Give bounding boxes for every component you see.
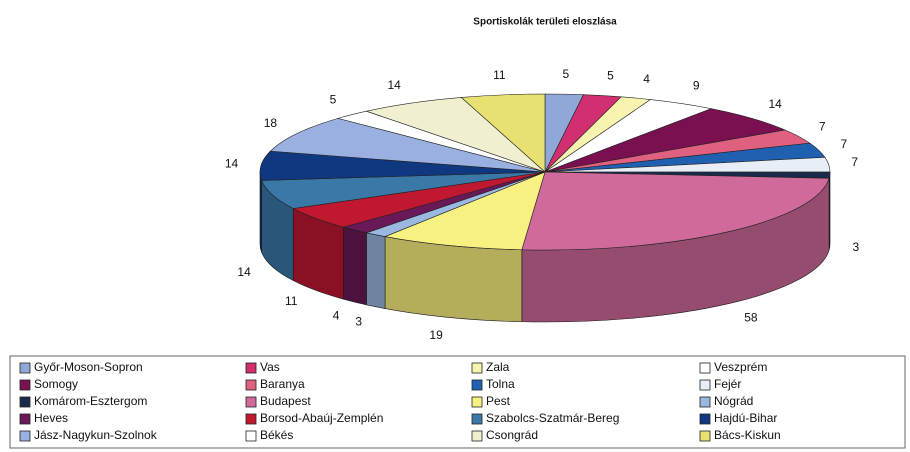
legend-label: Nógrád xyxy=(714,394,753,408)
legend-label: Jász-Nagykun-Szolnok xyxy=(34,428,158,442)
legend-label: Baranya xyxy=(260,377,305,391)
legend-label: Fejér xyxy=(714,377,741,391)
legend-label: Veszprém xyxy=(714,360,767,374)
legend-swatch xyxy=(245,362,257,374)
data-label: 3 xyxy=(355,315,362,329)
legend-swatch xyxy=(245,413,257,425)
legend-swatch xyxy=(699,396,711,408)
pie-side xyxy=(259,171,262,253)
legend-swatch xyxy=(471,362,483,374)
data-label: 7 xyxy=(851,155,858,169)
legend-swatch xyxy=(699,413,711,425)
data-label: 19 xyxy=(429,328,443,342)
legend-swatch xyxy=(471,413,483,425)
data-label: 14 xyxy=(237,265,251,279)
legend-label: Pest xyxy=(486,394,511,408)
legend-label: Borsod-Abaúj-Zemplén xyxy=(260,411,383,425)
data-label: 18 xyxy=(264,116,278,130)
legend-label: Békés xyxy=(260,428,293,442)
legend-label: Tolna xyxy=(486,377,515,391)
legend-swatch xyxy=(471,430,483,442)
legend-swatch xyxy=(245,430,257,442)
chart-title: Sportiskolák területi eloszlása xyxy=(473,17,617,28)
legend-label: Komárom-Esztergom xyxy=(34,394,147,408)
legend-swatch xyxy=(471,396,483,408)
legend-swatch xyxy=(19,362,31,374)
data-label: 9 xyxy=(693,79,700,93)
pie-side xyxy=(366,232,386,309)
legend-label: Heves xyxy=(34,411,68,425)
data-label: 4 xyxy=(643,72,650,86)
legend-swatch xyxy=(245,396,257,408)
legend-label: Bács-Kiskun xyxy=(714,428,781,442)
legend-swatch xyxy=(699,379,711,391)
data-label: 14 xyxy=(387,78,401,92)
data-label: 11 xyxy=(493,68,506,82)
legend-label: Csongrád xyxy=(486,428,538,442)
legend-swatch xyxy=(699,362,711,374)
legend-label: Zala xyxy=(486,360,510,374)
legend-swatch xyxy=(471,379,483,391)
pie-slice xyxy=(460,93,546,173)
data-label: 5 xyxy=(607,69,614,83)
legend-label: Szabolcs-Szatmár-Bereg xyxy=(486,411,619,425)
legend-label: Budapest xyxy=(260,394,311,408)
legend-swatch xyxy=(245,379,257,391)
legend-label: Vas xyxy=(260,360,280,374)
data-label: 14 xyxy=(768,97,782,111)
legend-box xyxy=(9,355,906,449)
legend-swatch xyxy=(19,396,31,408)
pie-slice xyxy=(269,118,546,173)
legend-swatch xyxy=(19,379,31,391)
pie-slice xyxy=(521,171,830,251)
legend-label: Győr-Moson-Sopron xyxy=(34,360,143,374)
pie-side xyxy=(343,226,367,306)
data-label: 58 xyxy=(744,310,758,324)
data-label: 5 xyxy=(562,67,569,81)
legend-swatch xyxy=(19,430,31,442)
data-label: 14 xyxy=(225,156,239,170)
data-label: 11 xyxy=(285,294,298,308)
legend-label: Somogy xyxy=(34,377,78,391)
legend-swatch xyxy=(699,430,711,442)
pie-slice xyxy=(383,171,546,251)
data-label: 3 xyxy=(853,240,860,254)
data-label: 7 xyxy=(819,120,826,134)
data-label: 5 xyxy=(330,92,337,106)
legend-label: Hajdú-Bihar xyxy=(714,411,777,425)
legend-swatch xyxy=(19,413,31,425)
data-label: 4 xyxy=(333,309,340,323)
data-label: 7 xyxy=(840,137,847,151)
